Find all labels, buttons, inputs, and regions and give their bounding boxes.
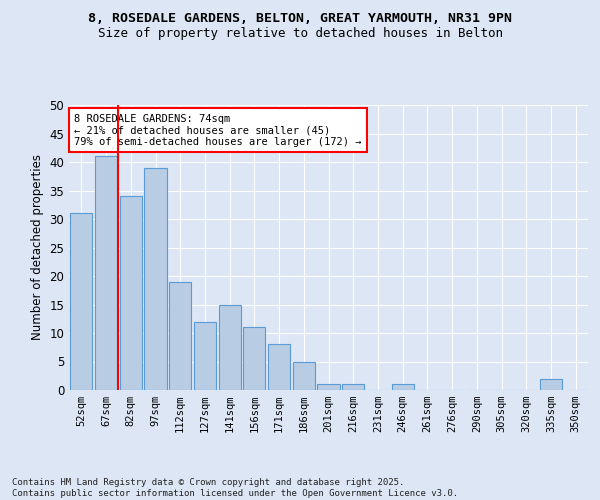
- Bar: [95, 156, 117, 390]
- Bar: [268, 344, 290, 390]
- Bar: [293, 362, 315, 390]
- Text: 8 ROSEDALE GARDENS: 74sqm
← 21% of detached houses are smaller (45)
79% of semi-: 8 ROSEDALE GARDENS: 74sqm ← 21% of detac…: [74, 114, 362, 147]
- Bar: [243, 328, 265, 390]
- Bar: [169, 282, 191, 390]
- Bar: [540, 378, 562, 390]
- Text: 8, ROSEDALE GARDENS, BELTON, GREAT YARMOUTH, NR31 9PN: 8, ROSEDALE GARDENS, BELTON, GREAT YARMO…: [88, 12, 512, 26]
- Bar: [342, 384, 364, 390]
- Bar: [317, 384, 340, 390]
- Bar: [145, 168, 167, 390]
- Bar: [70, 214, 92, 390]
- Y-axis label: Number of detached properties: Number of detached properties: [31, 154, 44, 340]
- Bar: [119, 196, 142, 390]
- Text: Size of property relative to detached houses in Belton: Size of property relative to detached ho…: [97, 28, 503, 40]
- Text: Contains HM Land Registry data © Crown copyright and database right 2025.
Contai: Contains HM Land Registry data © Crown c…: [12, 478, 458, 498]
- Bar: [218, 304, 241, 390]
- Bar: [194, 322, 216, 390]
- Bar: [392, 384, 414, 390]
